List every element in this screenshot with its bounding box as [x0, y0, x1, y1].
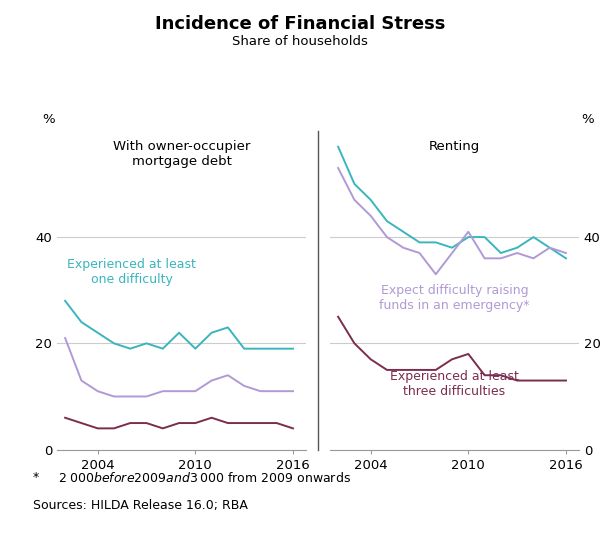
Text: Expect difficulty raising
funds in an emergency*: Expect difficulty raising funds in an em… — [379, 284, 530, 312]
Text: Incidence of Financial Stress: Incidence of Financial Stress — [155, 15, 445, 33]
Text: *: * — [33, 471, 39, 485]
Text: Share of households: Share of households — [232, 35, 368, 49]
Text: $2 000 before 2009 and $3 000 from 2009 onwards: $2 000 before 2009 and $3 000 from 2009 … — [51, 471, 351, 486]
Text: Experienced at least
three difficulties: Experienced at least three difficulties — [390, 370, 519, 398]
Text: Experienced at least
one difficulty: Experienced at least one difficulty — [67, 258, 196, 286]
Text: %: % — [42, 113, 55, 126]
Text: %: % — [581, 113, 594, 126]
Text: Sources: HILDA Release 16.0; RBA: Sources: HILDA Release 16.0; RBA — [33, 499, 248, 512]
Text: Renting: Renting — [429, 141, 480, 153]
Text: With owner-occupier
mortgage debt: With owner-occupier mortgage debt — [113, 141, 250, 168]
